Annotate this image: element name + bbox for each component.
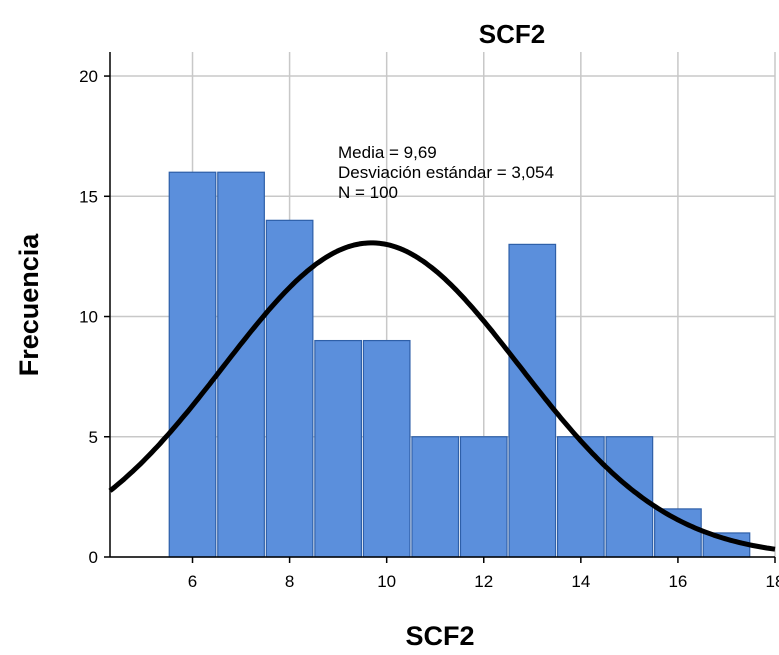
y-axis-ticks: 0 5 10 15 20 xyxy=(79,67,110,567)
y-tick-label: 10 xyxy=(79,308,98,327)
x-tick-label: 12 xyxy=(474,572,493,591)
stat-n: N = 100 xyxy=(338,183,398,202)
histogram-bars xyxy=(168,171,751,558)
y-tick-label: 15 xyxy=(79,187,98,206)
histogram-bar xyxy=(605,436,654,558)
statistics-box: Media = 9,69 Desviación estándar = 3,054… xyxy=(338,143,554,202)
stat-std-dev: Desviación estándar = 3,054 xyxy=(338,163,554,182)
plot-area: 6 8 10 12 14 16 18 0 5 10 15 20 xyxy=(79,52,779,591)
x-tick-label: 16 xyxy=(668,572,687,591)
x-tick-label: 8 xyxy=(285,572,294,591)
histogram-bar xyxy=(362,339,411,558)
x-tick-label: 10 xyxy=(377,572,396,591)
x-tick-label: 6 xyxy=(188,572,197,591)
stat-mean: Media = 9,69 xyxy=(338,143,437,162)
normal-curve xyxy=(108,240,776,552)
histogram-bar xyxy=(314,339,363,558)
x-axis-ticks: 6 8 10 12 14 16 18 xyxy=(188,557,779,591)
histogram-bar xyxy=(459,436,508,558)
y-tick-label: 20 xyxy=(79,67,98,86)
histogram-bar xyxy=(654,508,702,558)
x-axis-title: SCF2 xyxy=(405,621,474,651)
histogram-bar xyxy=(168,171,217,558)
y-axis-title: Frecuencia xyxy=(14,233,44,377)
chart-title: SCF2 xyxy=(479,19,545,49)
y-tick-label: 0 xyxy=(89,548,98,567)
histogram-bar xyxy=(265,219,314,558)
x-tick-label: 18 xyxy=(766,572,779,591)
x-tick-label: 14 xyxy=(571,572,590,591)
histogram-bar xyxy=(411,436,460,558)
y-tick-label: 5 xyxy=(89,428,98,447)
